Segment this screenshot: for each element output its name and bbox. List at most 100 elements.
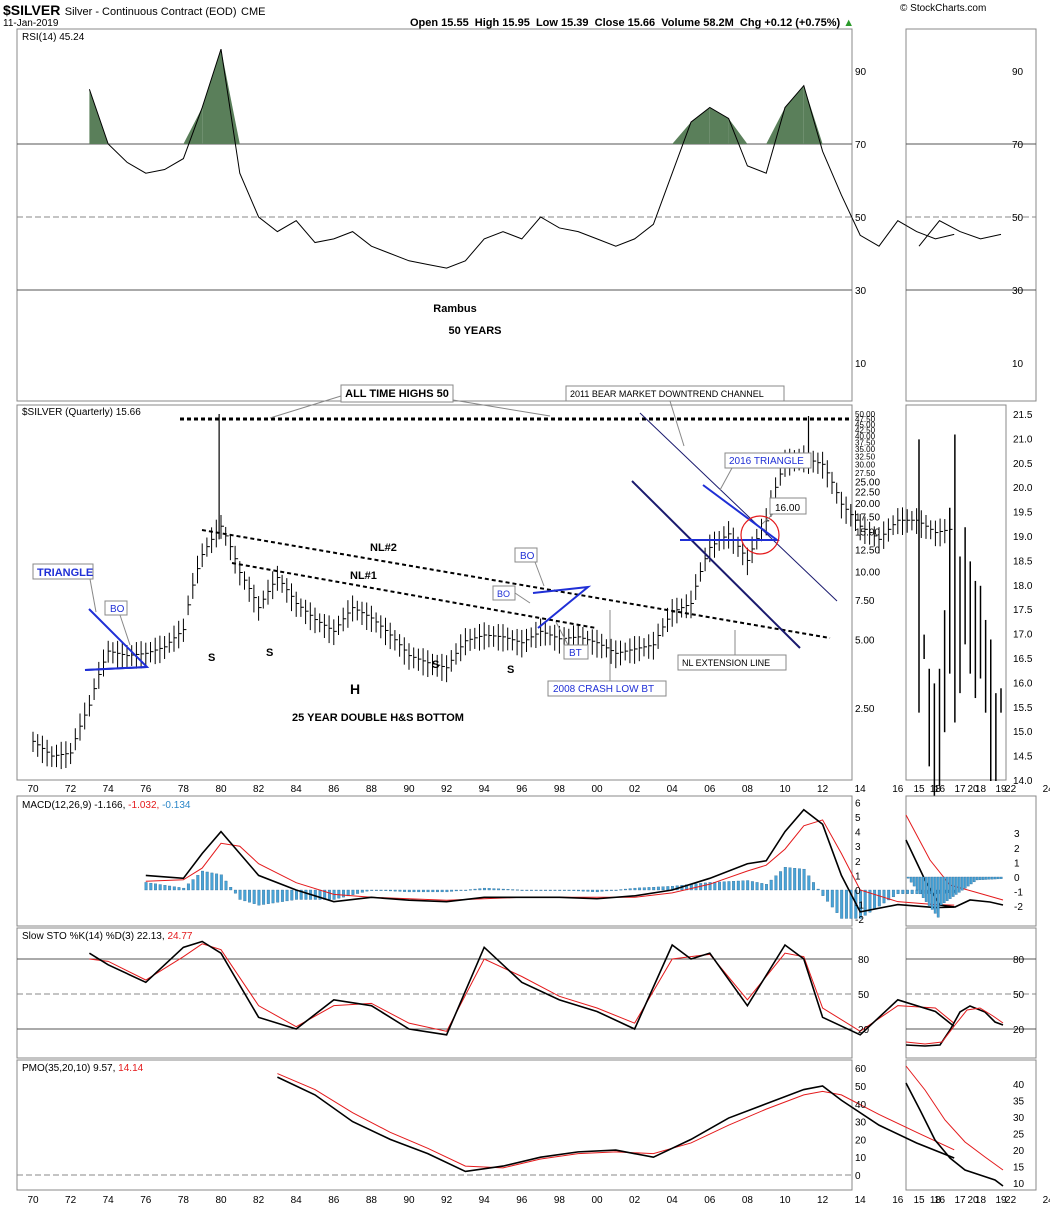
pmo-zoom-signal <box>905 1065 1004 1171</box>
x-axis-tick-label: 00 <box>591 784 603 795</box>
bo-b-pointer <box>514 592 531 604</box>
macd-hist-bar <box>624 888 627 891</box>
macd-hist-bar <box>661 886 665 891</box>
macd-hist-bar <box>656 886 660 891</box>
rsi-axis-label: 30 <box>855 286 867 297</box>
price-zoom-panel <box>905 404 1007 781</box>
x-axis-tick-label: 84 <box>291 784 303 795</box>
pmo-zoom-axis-label: 30 <box>1013 1113 1025 1124</box>
rsi-panel <box>16 28 853 402</box>
brand: © StockCharts.com <box>900 3 987 14</box>
macd-hist-bar <box>356 889 360 894</box>
macd-zoom-panel <box>905 795 1037 927</box>
macd-hist-bar <box>285 889 289 902</box>
macd-hist-bar <box>642 887 646 891</box>
macd-zoom-hist-bar <box>987 876 991 880</box>
price-axis-label: 32.50 <box>855 452 876 461</box>
macd-hist-bar <box>586 889 590 892</box>
x-axis-tick-label: 90 <box>403 1195 415 1206</box>
x-axis-tick-label: 78 <box>178 1195 190 1206</box>
price-axis-label: 47.50 <box>855 415 876 424</box>
macd-zoom-axis-label: -2 <box>1014 902 1023 913</box>
macd-hist-bar <box>793 868 797 891</box>
sto-zoom-d <box>905 1007 1004 1045</box>
x-axis-tick-label: 20 <box>967 1195 979 1206</box>
macd-hist-bar <box>896 889 900 894</box>
rsi-fill-segment <box>691 107 710 144</box>
symbol: $SILVER <box>3 2 61 18</box>
pmo-signal-line <box>277 1073 955 1169</box>
macd-zoom-hist-bar <box>948 876 952 899</box>
zoom-axis-label: 16.5 <box>1013 654 1033 665</box>
macd-hist-bar <box>750 881 754 891</box>
pmo-zoom-axis-label: 15 <box>1013 1163 1025 1174</box>
pmo-v2: 14.14 <box>118 1063 143 1074</box>
macd-hist-bar <box>196 875 200 891</box>
macd-hist-bar <box>436 889 439 893</box>
zoom-axis-label: 19.5 <box>1013 508 1033 519</box>
macd-hist-bar <box>158 884 162 891</box>
macd-hist-bar <box>638 887 642 891</box>
macd-hist-bar <box>844 889 848 919</box>
x-axis-tick-label: 02 <box>629 784 641 795</box>
zoom-axis-label: 15.5 <box>1013 703 1033 714</box>
macd-zoom-hist-bar <box>909 876 913 883</box>
macd-hist-bar <box>577 889 580 892</box>
macd-hist-bar <box>182 887 186 891</box>
price-axis-label: 12.50 <box>855 546 880 557</box>
macd-hist-bar <box>389 889 392 892</box>
macd-hist-bar <box>360 889 364 893</box>
x-axis-tick-label: 08 <box>742 784 754 795</box>
macd-zoom-hist-bar <box>984 876 988 880</box>
macd-hist-bar <box>647 887 651 891</box>
macd-zoom-hist-bar <box>942 876 946 904</box>
x-axis-tick-label: 10 <box>779 784 791 795</box>
macd-zoom-hist-bar <box>945 876 949 901</box>
price-axis-label: 17.50 <box>855 512 880 523</box>
x-axis-tick-label: 02 <box>629 1195 641 1206</box>
pmo-zoom-axis-label: 40 <box>1013 1080 1025 1091</box>
price-axis-label: 50.00 <box>855 410 876 419</box>
shoulder-label-2: S <box>266 647 273 659</box>
zoom-x-axis-tick-label: 18 <box>975 1195 987 1206</box>
macd-hist-bar <box>732 881 736 891</box>
channel-lower-line <box>631 480 801 649</box>
macd-hist-bar <box>412 889 416 893</box>
macd-hist-bar <box>633 887 637 891</box>
price-axis: 50.0047.5045.0042.5040.0037.5035.0032.50… <box>855 410 880 715</box>
x-axis-tick-label: 98 <box>554 1195 566 1206</box>
x-axis-tick-label: 16 <box>892 1195 904 1206</box>
macd-hist-bar <box>619 889 623 891</box>
macd-zoom-axis-label: 1 <box>1014 858 1020 869</box>
pmo-line <box>277 1076 955 1173</box>
zoom-axis-label: 21.0 <box>1013 434 1033 445</box>
macd-hist-bar <box>722 881 726 891</box>
macd-hist-bar <box>520 889 524 891</box>
macd-zoom-line <box>905 839 1004 908</box>
macd-hist-bar <box>882 889 886 904</box>
macd-hist-bar <box>703 882 707 891</box>
macd-hist-bar <box>229 887 233 891</box>
macd-axis-label: 6 <box>855 798 861 809</box>
macd-hist-bar <box>515 889 519 891</box>
macd-hist-bar <box>487 888 491 891</box>
macd-hist-bar <box>765 884 768 891</box>
zoom-axis-label: 21.5 <box>1013 410 1033 421</box>
pmo-zoom: 40 35 30 25 20 15 10 <box>905 1065 1025 1190</box>
macd-hist-bar <box>769 879 773 891</box>
x-axis-tick-label: 90 <box>403 784 415 795</box>
macd-hist-bar <box>262 889 266 905</box>
macd-hist-bar <box>421 889 425 893</box>
shoulder-label-3: S <box>432 659 439 671</box>
price-title: $SILVER (Quarterly) 15.66 <box>22 407 141 418</box>
macd-hist-bar <box>774 875 778 891</box>
x-axis-tick-label: 10 <box>779 1195 791 1206</box>
macd-hist-bar <box>266 889 270 904</box>
x-axis-tick-label: 96 <box>516 1195 528 1206</box>
macd-hist-bar <box>280 889 284 902</box>
zoom-x-axis-tick-label: 16 <box>934 784 946 795</box>
x-axis-tick-label: 04 <box>667 1195 679 1206</box>
macd-hist-bar <box>840 889 844 919</box>
rsi-axis-label: 10 <box>855 359 867 370</box>
rsi-fill-segment <box>785 85 804 144</box>
